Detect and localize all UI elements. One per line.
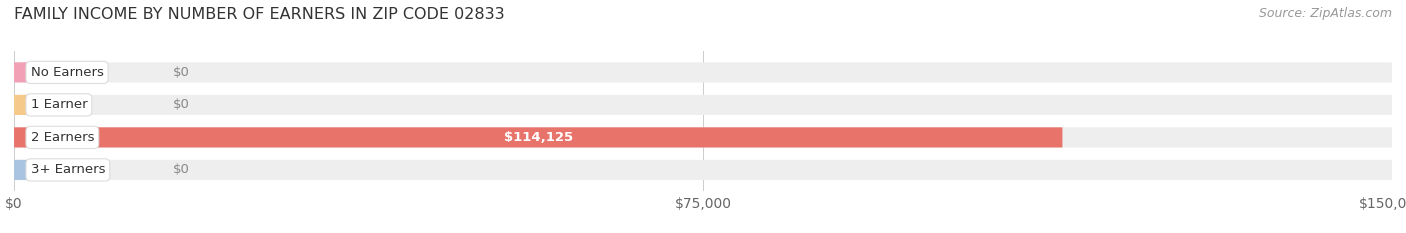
FancyBboxPatch shape [14,95,90,115]
Text: $0: $0 [173,98,190,111]
FancyBboxPatch shape [14,62,1392,82]
FancyBboxPatch shape [14,160,90,180]
FancyBboxPatch shape [14,127,1392,147]
FancyBboxPatch shape [14,127,1063,147]
FancyBboxPatch shape [14,95,1392,115]
Text: $0: $0 [173,66,190,79]
Text: $0: $0 [173,163,190,176]
Text: 1 Earner: 1 Earner [31,98,87,111]
Text: Source: ZipAtlas.com: Source: ZipAtlas.com [1258,7,1392,20]
Text: FAMILY INCOME BY NUMBER OF EARNERS IN ZIP CODE 02833: FAMILY INCOME BY NUMBER OF EARNERS IN ZI… [14,7,505,22]
Text: 2 Earners: 2 Earners [31,131,94,144]
Text: No Earners: No Earners [31,66,104,79]
Text: $114,125: $114,125 [503,131,572,144]
FancyBboxPatch shape [14,62,90,82]
FancyBboxPatch shape [14,160,1392,180]
Text: 3+ Earners: 3+ Earners [31,163,105,176]
